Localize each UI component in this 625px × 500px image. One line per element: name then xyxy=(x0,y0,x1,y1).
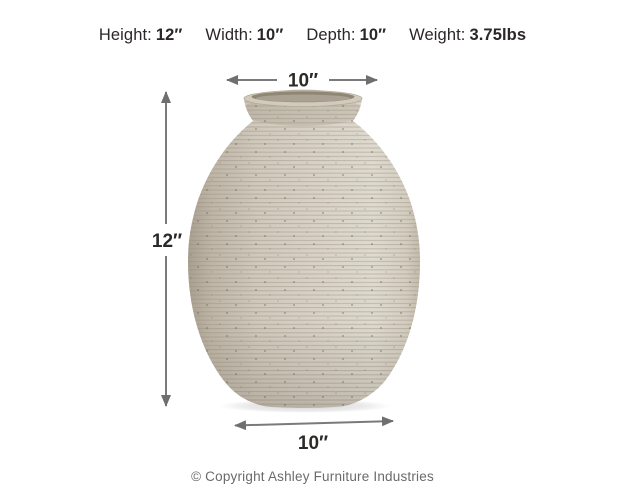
vase-image xyxy=(188,89,420,408)
specs-header: Height: 12″ Width: 10″ Depth: 10″ Weight: 3.… xyxy=(0,26,625,45)
spec-width: Width: 10″ xyxy=(205,26,283,45)
dimension-arrows xyxy=(161,75,394,431)
spec-weight-label: Weight: xyxy=(409,26,466,44)
spec-depth: Depth: 10″ xyxy=(306,26,386,45)
spec-height: Height: 12″ xyxy=(99,26,183,45)
copyright-text: © Copyright Ashley Furniture Industries xyxy=(191,469,434,484)
depth-arrow xyxy=(234,416,394,431)
side-height-dimension-label: 12″ xyxy=(152,231,182,252)
top-width-dimension-label: 10″ xyxy=(288,71,318,92)
bottom-depth-dimension-label: 10″ xyxy=(298,433,328,454)
spec-height-label: Height: xyxy=(98,26,152,44)
spec-width-value: 10″ xyxy=(256,26,284,44)
spec-depth-value: 10″ xyxy=(359,26,387,44)
vase-mouth xyxy=(243,90,363,107)
vase-texture xyxy=(188,89,420,408)
copyright-footer: © Copyright Ashley Furniture Industries xyxy=(0,469,625,484)
spec-weight-value: 3.75lbs xyxy=(469,26,527,44)
spec-height-value: 12″ xyxy=(155,26,183,44)
spec-width-label: Width: xyxy=(205,26,253,44)
spec-depth-label: Depth: xyxy=(306,26,356,44)
spec-weight: Weight: 3.75lbs xyxy=(409,26,526,45)
